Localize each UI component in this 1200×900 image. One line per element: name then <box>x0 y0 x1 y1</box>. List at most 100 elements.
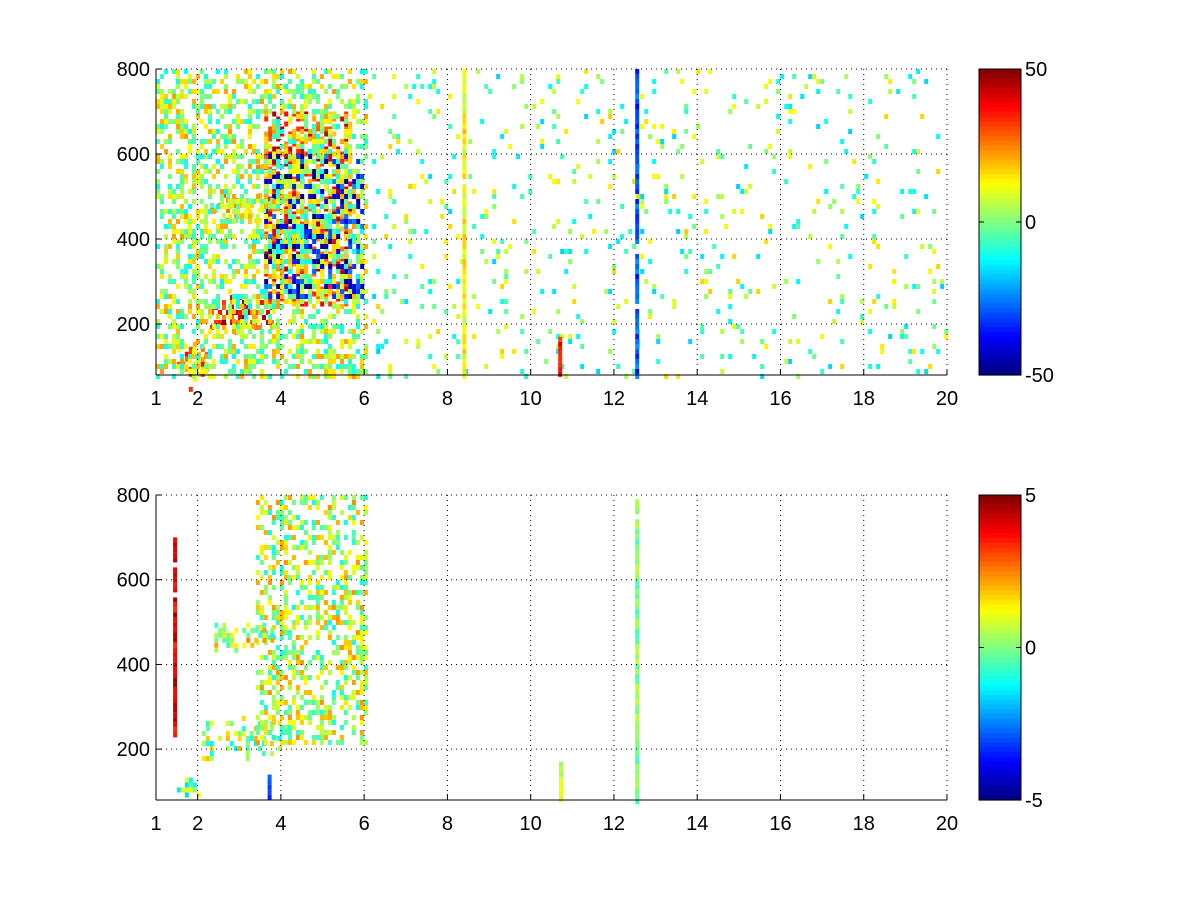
heat-cell <box>284 179 288 184</box>
heat-cell <box>276 74 280 79</box>
heat-cell <box>204 354 208 359</box>
heat-cell <box>228 99 232 104</box>
heat-cell <box>635 779 640 785</box>
heat-cell <box>204 214 208 219</box>
heat-cell <box>462 254 467 259</box>
heat-cell <box>260 204 264 209</box>
heat-cell <box>344 214 349 219</box>
heat-cell <box>180 324 184 329</box>
heat-cell <box>212 149 216 154</box>
heat-cell <box>348 121 353 127</box>
heat-cell <box>347 625 352 630</box>
heat-cell <box>635 94 640 99</box>
heat-cell <box>808 349 813 354</box>
heat-cell <box>224 174 228 179</box>
heat-cell <box>312 189 316 194</box>
heat-cell <box>635 564 640 570</box>
heat-cell <box>240 324 244 329</box>
heat-cell <box>635 729 640 735</box>
heat-cell <box>319 700 324 705</box>
heat-cell <box>892 299 897 304</box>
heat-cell <box>376 304 381 309</box>
heat-cell <box>932 249 937 254</box>
heat-cell <box>360 229 364 234</box>
heat-cell <box>552 89 557 94</box>
heat-cell <box>872 199 877 204</box>
heat-cell <box>258 193 263 198</box>
heat-cell <box>291 650 296 655</box>
heat-cell <box>176 129 180 134</box>
heat-cell <box>288 104 292 109</box>
heat-cell <box>312 184 316 189</box>
heat-cell <box>300 339 304 344</box>
heat-cell <box>256 304 260 309</box>
heat-cell <box>356 234 360 239</box>
heat-cell <box>164 139 168 144</box>
heat-cell <box>316 279 320 284</box>
heat-cell <box>237 746 242 751</box>
heat-cell <box>245 751 250 756</box>
colorbar-swatch <box>979 150 1021 156</box>
heat-cell <box>176 69 180 74</box>
heat-cell <box>462 374 467 379</box>
heat-cell <box>292 94 296 99</box>
heat-cell <box>624 299 629 304</box>
heat-cell <box>291 605 296 610</box>
heat-cell <box>180 787 185 793</box>
heat-cell <box>276 334 280 339</box>
heat-cell <box>248 304 252 309</box>
heat-cell <box>328 84 332 89</box>
heat-cell <box>900 214 905 219</box>
heat-cell <box>248 124 252 129</box>
heat-cell <box>316 79 320 84</box>
heat-cell <box>176 259 180 264</box>
heat-cell <box>173 567 178 573</box>
heat-cell <box>222 627 227 633</box>
heat-cell <box>164 224 168 229</box>
heat-cell <box>559 786 563 792</box>
heat-cell <box>348 294 353 299</box>
heat-cell <box>272 74 276 79</box>
heat-cell <box>188 244 192 249</box>
heat-cell <box>360 249 364 254</box>
heat-cell <box>363 685 368 690</box>
heat-cell <box>256 174 260 179</box>
heat-cell <box>268 154 273 159</box>
heat-cell <box>303 605 308 610</box>
heat-cell <box>364 134 368 139</box>
heat-cell <box>635 369 640 374</box>
heat-cell <box>324 126 329 132</box>
colorbar-swatch <box>979 518 1021 525</box>
heat-cell <box>304 339 308 344</box>
heat-cell <box>225 731 230 736</box>
heat-cell <box>276 189 280 194</box>
heat-cell <box>462 334 467 339</box>
heat-cell <box>312 291 317 297</box>
heat-cell <box>635 699 640 705</box>
heat-cell <box>300 244 304 249</box>
heat-cell <box>248 219 252 224</box>
heat-cell <box>220 359 224 364</box>
heat-cell <box>932 344 937 349</box>
heat-cell <box>640 194 645 199</box>
heat-cell <box>396 149 401 154</box>
heat-cell <box>284 121 289 127</box>
heat-cell <box>252 244 256 249</box>
heat-cell <box>272 174 277 179</box>
heat-cell <box>359 645 364 650</box>
heat-cell <box>462 339 467 344</box>
heat-cell <box>462 114 467 119</box>
heat-cell <box>212 299 216 304</box>
heat-cell <box>364 269 368 274</box>
heat-cell <box>269 721 274 726</box>
heat-cell <box>544 359 549 364</box>
heat-cell <box>200 69 204 74</box>
heat-cell <box>307 575 312 580</box>
heat-cell <box>348 169 352 174</box>
heat-cell <box>632 369 637 374</box>
heat-cell <box>331 730 336 735</box>
heat-cell <box>312 269 317 274</box>
heat-cell <box>348 354 352 359</box>
heat-cell <box>347 515 352 520</box>
heat-cell <box>218 632 223 638</box>
